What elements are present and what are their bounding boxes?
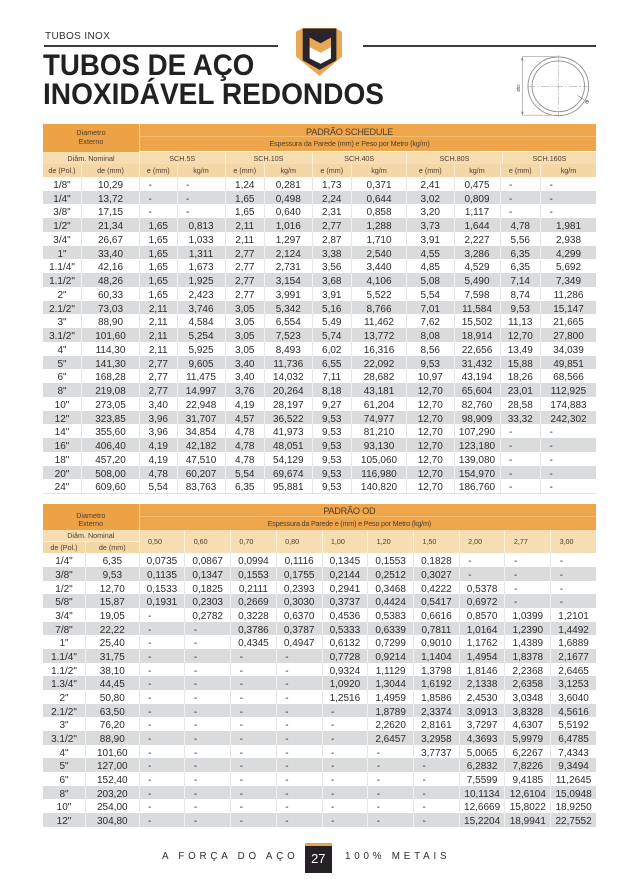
- svg-text:e: e: [585, 99, 589, 106]
- svg-text:ØD: ØD: [516, 84, 522, 92]
